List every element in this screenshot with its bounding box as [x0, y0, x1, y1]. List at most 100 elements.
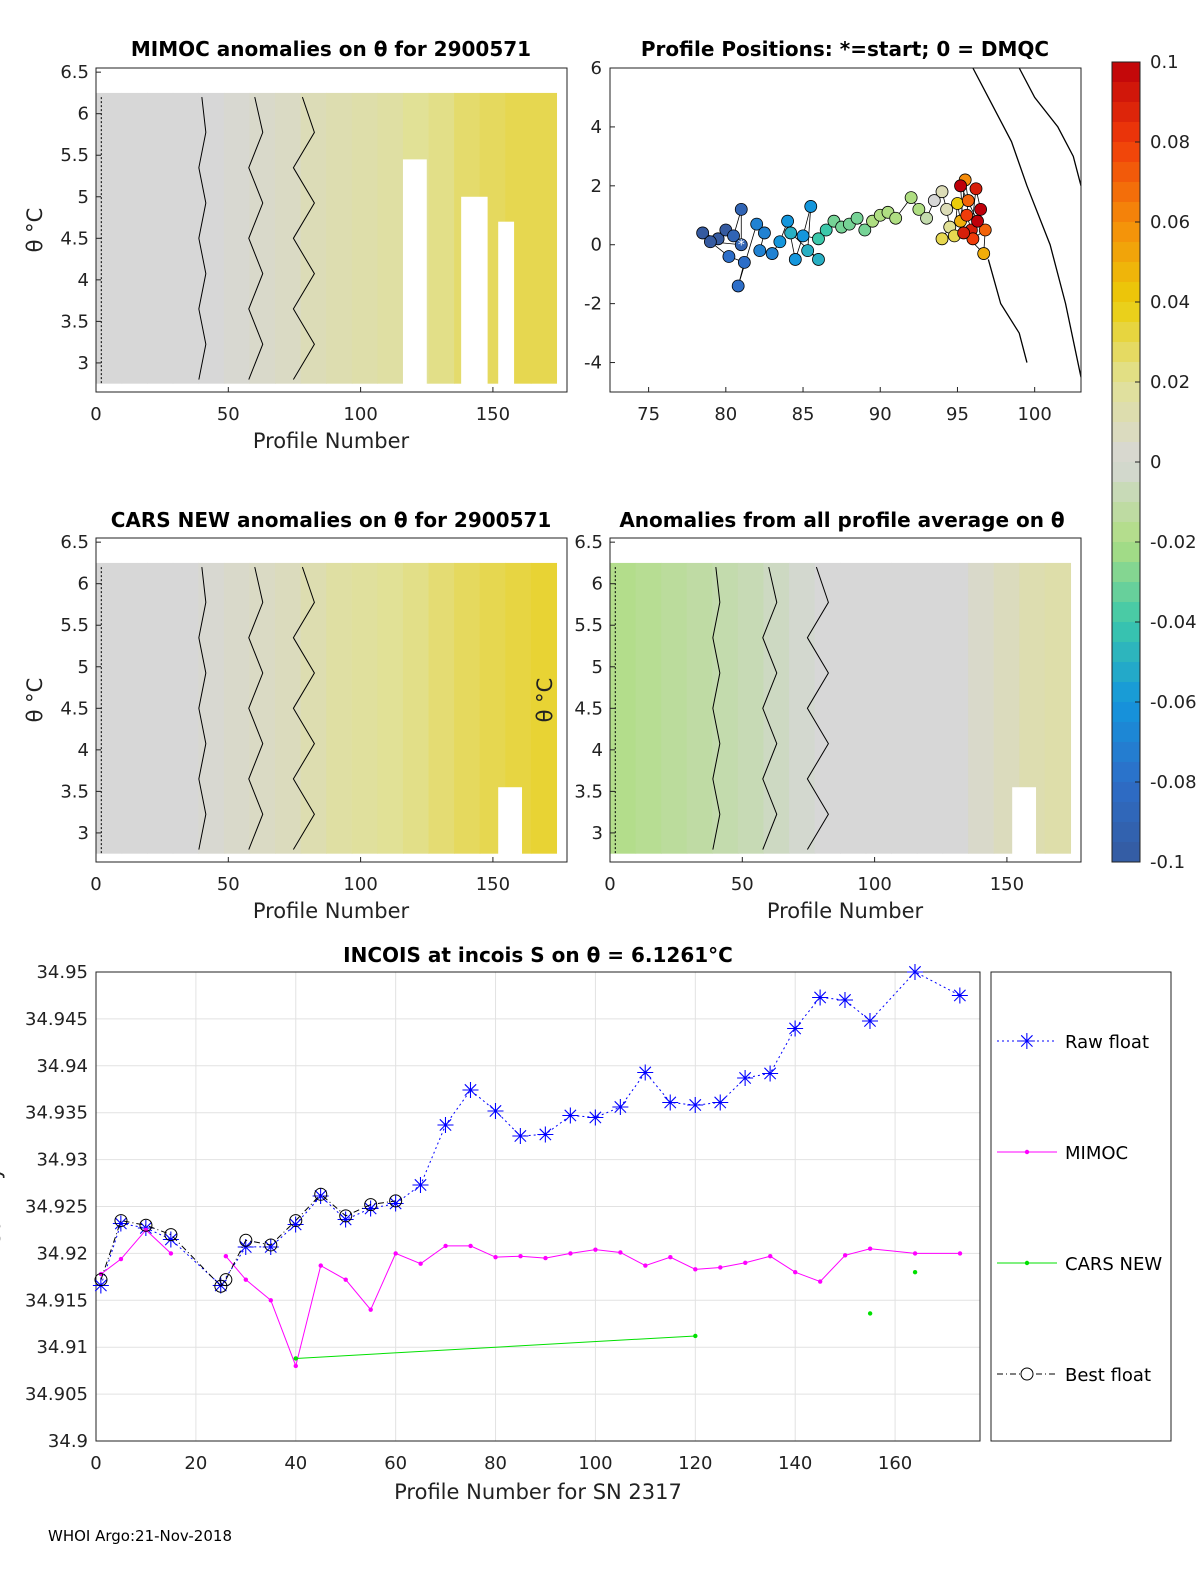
incois-series-line [100, 1193, 396, 1287]
colorbar-tick-label: 0 [1150, 452, 1161, 473]
incois-point-mimoc [243, 1277, 249, 1282]
positions-xtick-label: 80 [714, 404, 737, 425]
cars-ytick-label: 5.5 [60, 615, 89, 636]
incois-point-mimoc [867, 1246, 873, 1251]
mimoc-panel: MIMOC anomalies on θ for 2900571 Profile… [23, 37, 568, 453]
colorbar-segment [1112, 562, 1140, 583]
mimoc-cell [223, 92, 251, 384]
incois-point-mimoc [443, 1243, 448, 1249]
positions-point [773, 235, 787, 249]
positions-coastline [1018, 67, 1082, 186]
incois-legend-box [990, 971, 1172, 1442]
incois-point-mimoc [718, 1265, 723, 1270]
mimoc-cell [275, 92, 302, 384]
avg-cell [686, 562, 713, 854]
avg-cell [942, 562, 969, 854]
avg-cell [814, 562, 841, 854]
colorbar-tick-label: -0.04 [1150, 612, 1197, 633]
avg-cell [891, 562, 918, 854]
positions-point [889, 211, 903, 225]
cars-cell [275, 562, 302, 854]
incois-point-best [94, 1273, 108, 1287]
footer-text: WHOI Argo:21-Nov-2018 [48, 1527, 232, 1545]
mimoc-cell [172, 92, 199, 384]
incois-ytick-label: 34.95 [36, 962, 88, 983]
cars-cell [454, 562, 481, 854]
incois-xtick-label: 20 [184, 1453, 207, 1474]
incois-point-mimoc [118, 1256, 124, 1262]
cars-gap [498, 787, 523, 858]
colorbar-segment [1112, 402, 1140, 423]
colorbar-segment [1112, 362, 1140, 383]
mimoc-ytick-label: 4 [78, 270, 89, 291]
colorbar-segment [1112, 502, 1140, 523]
colorbar-segment [1112, 182, 1140, 203]
positions-point [927, 194, 941, 207]
mimoc-cell [121, 92, 148, 384]
cars-cell [530, 562, 558, 854]
cars-title: CARS NEW anomalies on θ for 2900571 [111, 508, 552, 532]
colorbar-segment [1112, 422, 1140, 443]
positions-ytick-label: 6 [591, 58, 602, 79]
positions-point [703, 235, 717, 249]
incois-ylabel: Salinity [0, 1167, 5, 1245]
positions-point [812, 253, 825, 266]
incois-point-best [114, 1214, 128, 1228]
avg-cell [661, 562, 688, 854]
positions-point [734, 238, 748, 252]
mimoc-xlabel: Profile Number [253, 429, 410, 453]
incois-xtick-label: 140 [778, 1453, 812, 1474]
incois-point-mimoc [768, 1254, 773, 1259]
cars-xtick-label: 150 [476, 874, 510, 895]
positions-point [731, 279, 745, 293]
mimoc-cell [300, 92, 327, 384]
cars-ytick-label: 5 [78, 657, 89, 678]
mimoc-ytick-label: 5.5 [60, 145, 89, 166]
positions-ytick-label: -2 [584, 294, 602, 315]
incois-point-raw: ✳ [92, 1274, 110, 1299]
positions-point [912, 202, 926, 216]
mimoc-ytick-label: 6 [78, 104, 89, 125]
colorbar-tick-label: -0.02 [1150, 532, 1197, 553]
colorbar: 0.1 0.08 0.06 0.04 0.02 0 -0.02 -0.04 -0.06 -0.08… [1111, 52, 1197, 873]
mimoc-ylabel: θ °C [23, 208, 47, 253]
positions-point [904, 191, 918, 205]
incois-point-mimoc [168, 1251, 174, 1256]
colorbar-tick-label: 0.06 [1150, 212, 1190, 233]
colorbar-segment [1112, 142, 1140, 163]
incois-ytick-label: 34.905 [25, 1384, 88, 1405]
incois-ytick-label: 34.935 [25, 1103, 88, 1124]
incois-point-best [239, 1233, 253, 1247]
positions-point [804, 200, 818, 213]
incois-point-raw: ✳ [287, 1213, 305, 1238]
colorbar-segment [1112, 462, 1140, 483]
mimoc-ytick-label: 6.5 [60, 62, 89, 83]
incois-legend-marker [1024, 1149, 1030, 1155]
positions-axes [609, 67, 1082, 393]
positions-xtick-label: 95 [946, 404, 969, 425]
incois-point-mimoc [743, 1260, 748, 1265]
colorbar-tick-label: -0.06 [1150, 692, 1197, 713]
incois-point-raw: ✳ [861, 1010, 879, 1035]
incois-ytick-label: 34.91 [36, 1337, 88, 1358]
incois-point-mimoc [293, 1363, 298, 1369]
positions-point [796, 229, 810, 243]
cars-ytick-label: 4 [78, 740, 89, 761]
positions-coastline [987, 259, 1028, 363]
cars-cell [121, 562, 148, 854]
avg-contour [712, 567, 721, 850]
avg-contour [806, 566, 829, 850]
mimoc-cell [147, 92, 174, 384]
mimoc-cell [351, 92, 378, 384]
incois-legend-label: MIMOC [1065, 1143, 1128, 1164]
positions-title: Profile Positions: *=start; 0 = DMQC [641, 37, 1049, 61]
avg-axes [609, 537, 1082, 863]
positions-point [734, 202, 748, 216]
incois-point-mimoc [568, 1251, 573, 1256]
avg-panel: Anomalies from all profile average on θ … [533, 508, 1082, 923]
colorbar-segment [1112, 722, 1140, 743]
cars-cell [249, 562, 276, 854]
mimoc-xtick-label: 0 [90, 404, 101, 425]
avg-ytick-label: 5 [592, 657, 603, 678]
cars-ytick-label: 6.5 [60, 532, 89, 553]
